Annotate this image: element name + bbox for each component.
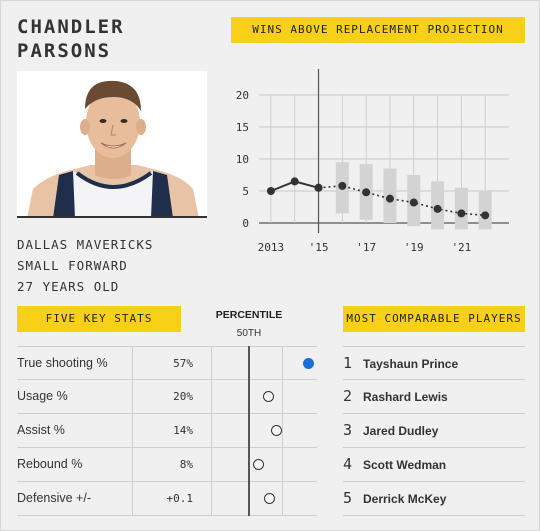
war-projection-chart: 0 5 10 15 20 2013 '15 '17 '19 '21 — [236, 69, 509, 254]
comparable-player-rank: 1 — [343, 354, 353, 372]
key-stats-table: True shooting % 57% Usage % 20% Assist % 14% R… — [17, 346, 317, 516]
stat-label: True shooting % — [17, 356, 108, 370]
war-data-point — [266, 187, 275, 195]
y-tick-label: 10 — [236, 153, 249, 166]
column-divider — [211, 448, 212, 481]
percentile-dot — [252, 459, 264, 470]
stat-value: 14% — [173, 424, 193, 437]
column-divider — [211, 347, 212, 379]
column-divider — [132, 380, 133, 413]
percentile-dot — [302, 358, 314, 369]
column-divider — [211, 380, 212, 413]
y-tick-label: 15 — [236, 121, 249, 134]
column-divider — [132, 414, 133, 447]
war-projection-header: WINS ABOVE REPLACEMENT PROJECTION — [231, 17, 525, 43]
player-age: 27 YEARS OLD — [17, 279, 120, 294]
percentile-track — [211, 347, 317, 379]
player-position: SMALL FORWARD — [17, 258, 128, 273]
percentile-median-label: 50TH — [236, 328, 262, 339]
percentile-track — [211, 482, 317, 515]
x-tick-label: 2013 — [258, 241, 285, 254]
column-divider — [282, 347, 283, 379]
stat-label: Rebound % — [17, 457, 83, 471]
percentile-median-line — [248, 346, 250, 516]
war-data-point — [481, 211, 490, 220]
percentile-dot — [263, 391, 275, 402]
player-name: CHANDLER PARSONS — [17, 15, 217, 63]
stat-row: Rebound % 8% — [17, 448, 317, 482]
comparable-player-name: Tayshaun Prince — [363, 357, 459, 371]
comparable-player-rank: 2 — [343, 387, 353, 405]
comparable-player-row: 2 Rashard Lewis — [343, 380, 525, 414]
percentile-track — [211, 448, 317, 481]
column-divider — [211, 482, 212, 515]
stat-row: Assist % 14% — [17, 414, 317, 448]
comparable-player-rank: 5 — [343, 489, 353, 507]
column-divider — [132, 482, 133, 515]
player-headshot-image — [17, 71, 207, 216]
stat-label: Assist % — [17, 423, 65, 437]
column-divider — [132, 347, 133, 379]
x-tick-label: '15 — [309, 241, 329, 254]
war-data-point — [314, 183, 323, 192]
war-data-point — [362, 188, 371, 197]
war-data-point — [338, 181, 347, 190]
column-divider — [282, 482, 283, 515]
percentile-dot — [264, 493, 276, 504]
percentile-dot — [270, 425, 282, 436]
stat-label: Defensive +/- — [17, 491, 91, 505]
comparable-player-name: Rashard Lewis — [363, 390, 448, 404]
comparable-player-row: 1 Tayshaun Prince — [343, 346, 525, 380]
stat-label: Usage % — [17, 389, 68, 403]
comparable-players-header: MOST COMPARABLE PLAYERS — [343, 306, 525, 332]
player-name-last: PARSONS — [17, 40, 112, 62]
stat-row: Defensive +/- +0.1 — [17, 482, 317, 516]
column-divider — [132, 448, 133, 481]
war-data-point — [385, 194, 394, 203]
stat-value: 57% — [173, 357, 193, 370]
projected-war-line — [318, 185, 486, 217]
column-divider — [211, 414, 212, 447]
column-divider — [282, 380, 283, 413]
comparable-player-name: Derrick McKey — [363, 492, 447, 506]
column-divider — [282, 448, 283, 481]
y-tick-label: 20 — [236, 89, 249, 102]
stat-value: 8% — [179, 458, 193, 471]
player-photo — [17, 71, 207, 218]
war-data-point — [457, 209, 466, 218]
x-tick-label: '21 — [451, 241, 471, 254]
war-data-point — [409, 198, 418, 207]
column-divider — [282, 414, 283, 447]
comparable-player-rank: 3 — [343, 421, 353, 439]
percentile-track — [211, 380, 317, 413]
stat-value: +0.1 — [166, 492, 194, 505]
projection-range-bar — [454, 187, 468, 230]
x-tick-label: '17 — [356, 241, 376, 254]
player-bio: DALLAS MAVERICKS SMALL FORWARD 27 YEARS … — [17, 234, 153, 297]
y-tick-label: 0 — [242, 217, 249, 230]
comparable-player-row: 3 Jared Dudley — [343, 414, 525, 448]
comparable-player-row: 4 Scott Wedman — [343, 448, 525, 482]
war-data-point — [290, 177, 299, 186]
stat-row: Usage % 20% — [17, 380, 317, 414]
player-team: DALLAS MAVERICKS — [17, 237, 154, 252]
comparable-players-list: 1 Tayshaun Prince 2 Rashard Lewis 3 Jared Dud… — [343, 346, 525, 516]
comparable-player-rank: 4 — [343, 455, 353, 473]
stat-value: 20% — [173, 390, 193, 403]
x-tick-label: '19 — [404, 241, 424, 254]
y-tick-label: 5 — [242, 185, 249, 198]
stat-row: True shooting % 57% — [17, 346, 317, 380]
projection-range-bar — [478, 191, 492, 230]
comparable-player-name: Scott Wedman — [363, 458, 447, 472]
comparable-player-name: Jared Dudley — [363, 424, 439, 438]
five-key-stats-header: FIVE KEY STATS — [17, 306, 181, 332]
player-name-first: CHANDLER — [17, 16, 125, 38]
war-data-point — [433, 204, 442, 213]
comparable-player-row: 5 Derrick McKey — [343, 482, 525, 516]
percentile-track — [211, 414, 317, 447]
percentile-header: PERCENTILE — [215, 309, 283, 321]
